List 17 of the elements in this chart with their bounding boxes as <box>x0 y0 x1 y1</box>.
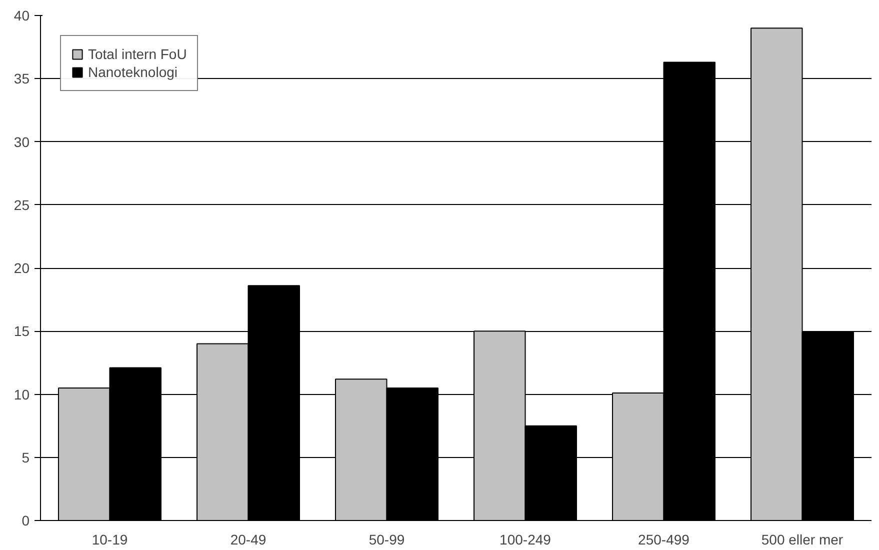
x-tick-label: 50-99 <box>368 532 405 548</box>
y-tick-label: 30 <box>14 134 30 150</box>
y-tick-label: 20 <box>14 260 30 276</box>
x-tick-label: 10-19 <box>92 532 128 548</box>
y-tick-label: 15 <box>14 323 30 340</box>
y-tick-label: 25 <box>14 196 30 213</box>
y-tick-label: 5 <box>22 449 30 466</box>
x-tick-label: 100-249 <box>500 532 552 548</box>
x-tick-label: 500 eller mer <box>761 532 844 548</box>
legend-label: Nanoteknologi <box>88 64 178 80</box>
y-tick-label: 10 <box>14 386 30 402</box>
legend-label: Total intern FoU <box>88 46 187 62</box>
y-tick-label: 0 <box>22 512 30 528</box>
y-tick-label: 40 <box>14 8 30 24</box>
y-tick-label: 35 <box>14 70 30 87</box>
x-tick-label: 250-499 <box>638 532 690 548</box>
x-tick-label: 20-49 <box>230 532 266 548</box>
